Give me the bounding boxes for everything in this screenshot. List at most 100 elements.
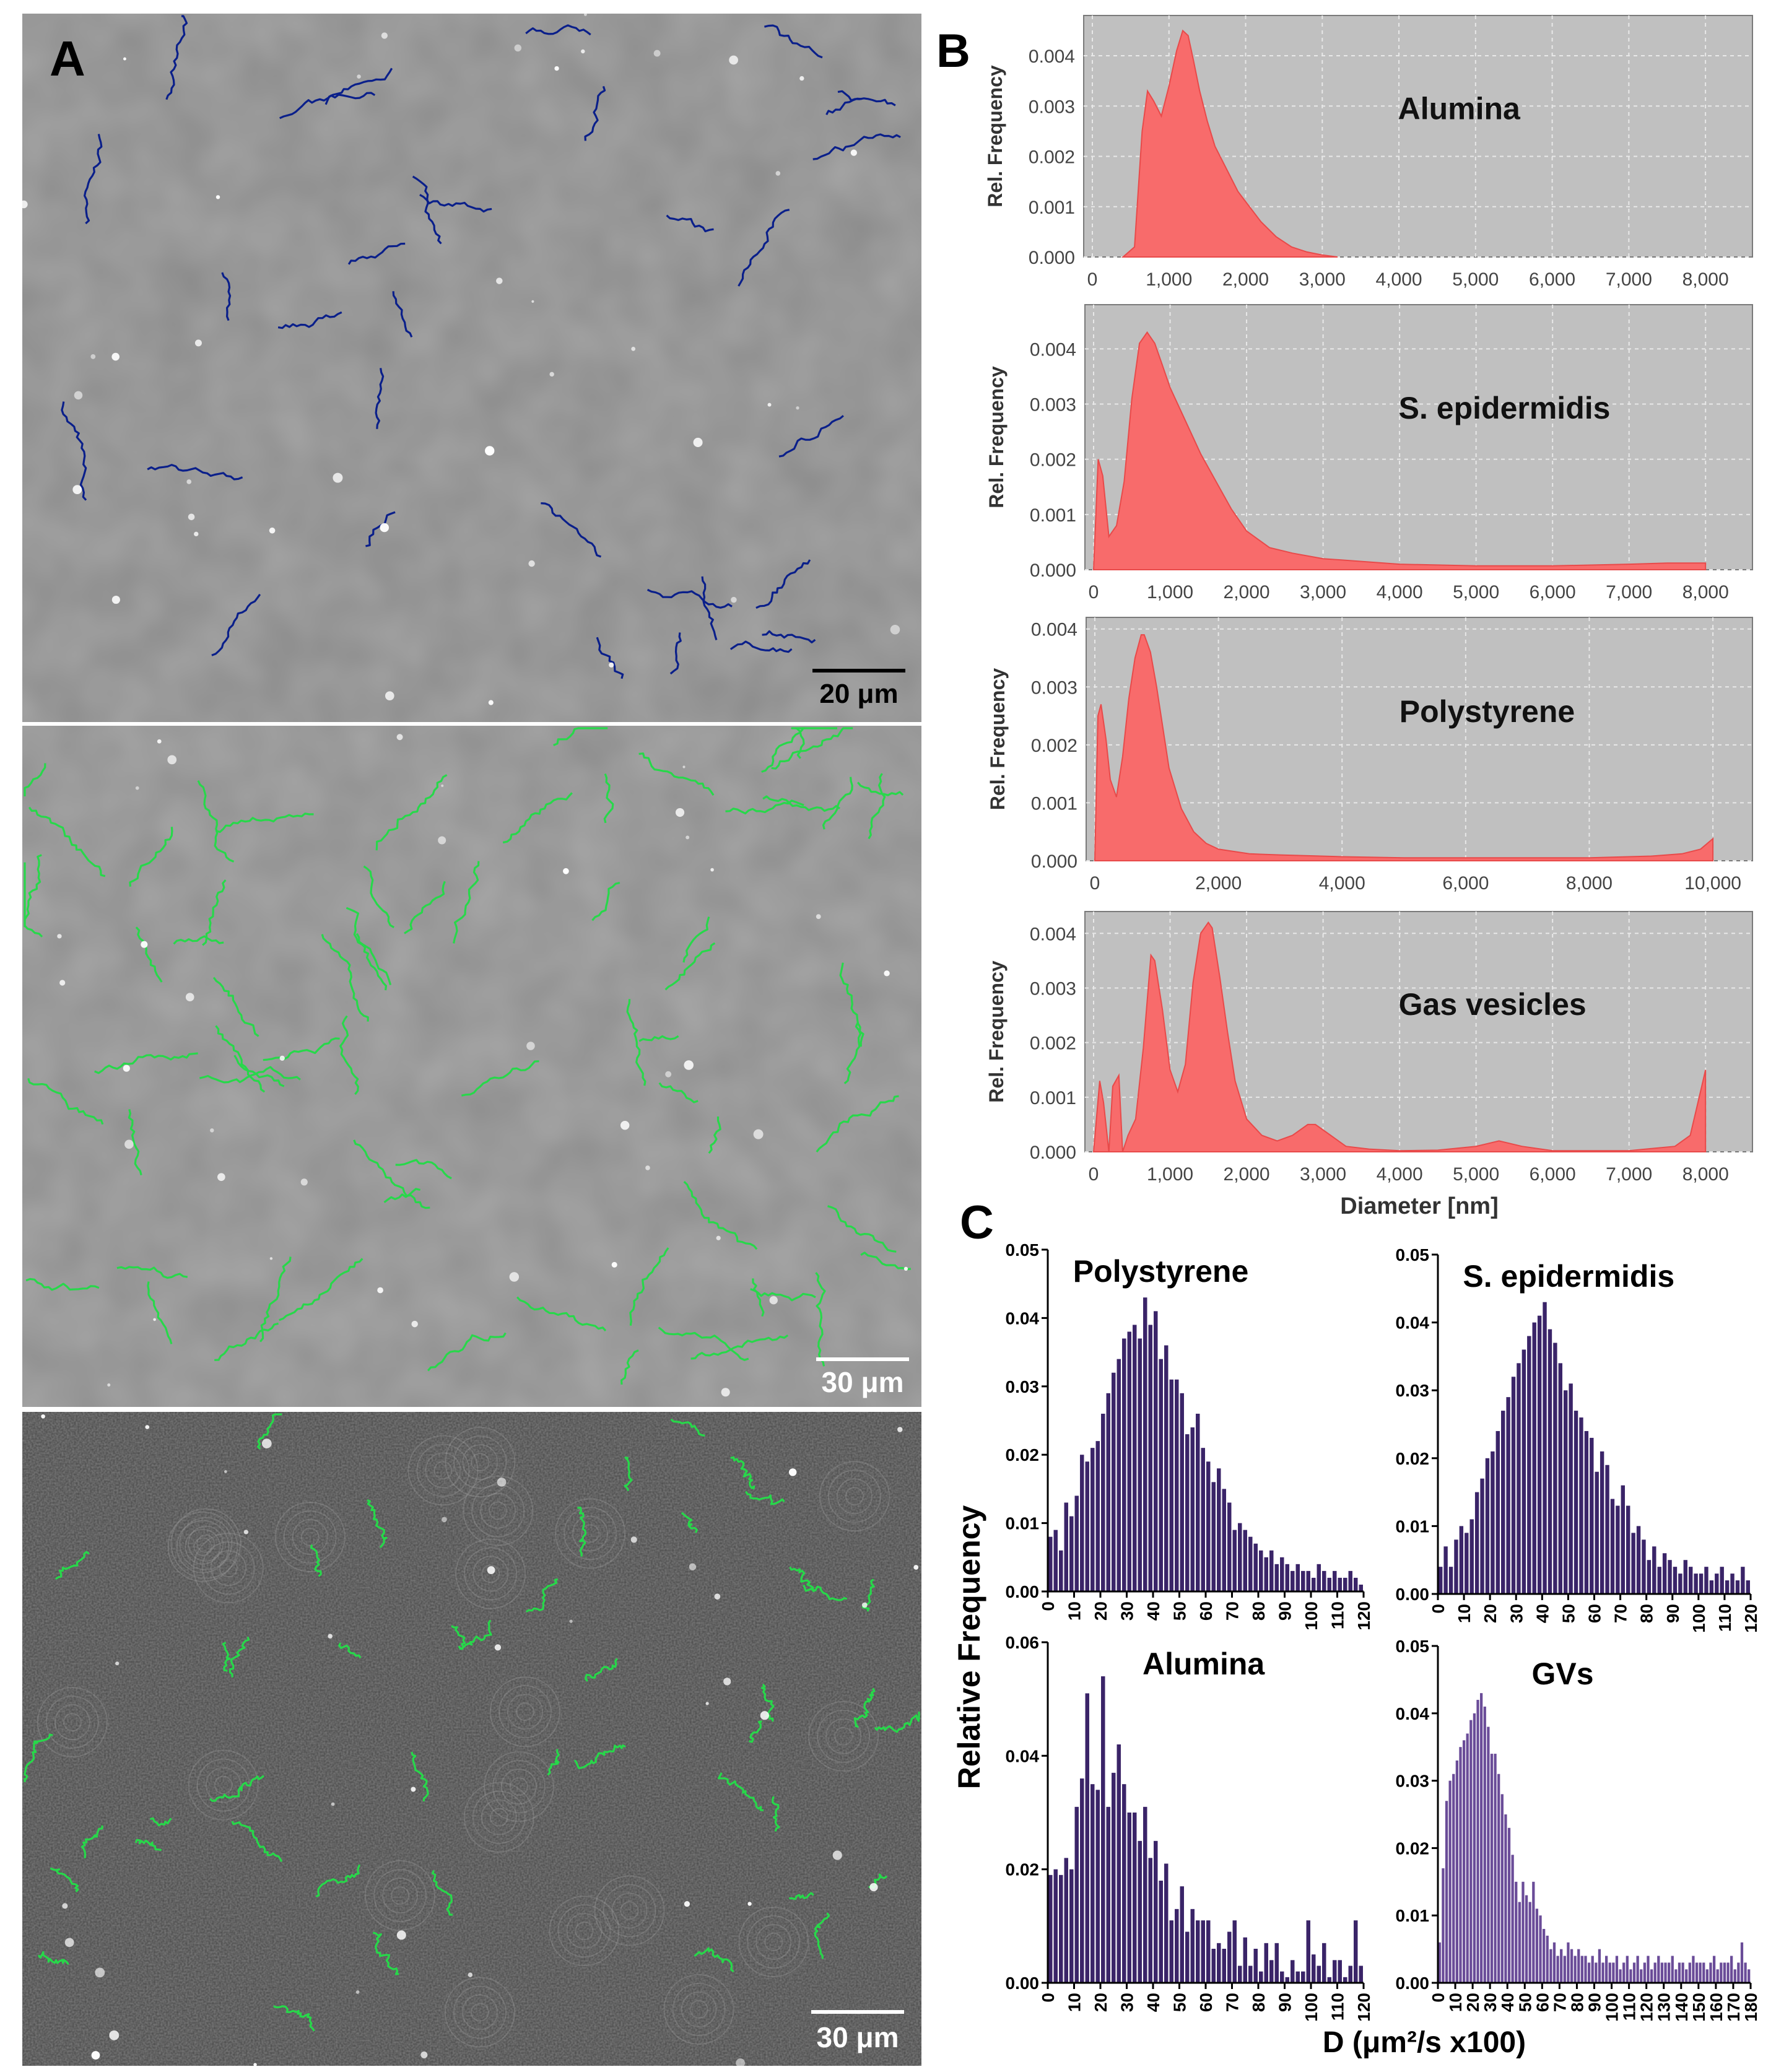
particle-track [27,1077,104,1125]
histogram-bar [1657,1956,1660,1983]
histogram-bar [1059,1874,1063,1983]
micrograph-1-tracks [61,15,901,679]
diffraction-ring [54,1704,90,1741]
particle-track [338,1642,362,1659]
x-tick-label: 5,000 [1453,1164,1499,1185]
particle-track [669,632,682,675]
histogram-bar [1579,1417,1583,1594]
bright-particle [210,1128,214,1133]
bright-particle [411,1787,416,1792]
histogram-bar [1500,1794,1504,1983]
y-tick-label: 0.02 [1396,1839,1430,1858]
x-tick-label: 0 [1090,873,1100,894]
histogram-bar [1532,1322,1536,1594]
scale-bar-1 [812,669,905,673]
histogram-bar [1694,1574,1698,1594]
histogram-bar [1556,1956,1559,1983]
particle-track [165,15,188,100]
histogram-bar [1549,1949,1552,1983]
particle-track [638,1035,679,1042]
x-tick-label: 8,000 [1682,582,1729,603]
histogram-bar [1709,1962,1712,1983]
chart-title: Alumina [1143,1647,1265,1681]
bright-particle [630,1536,637,1543]
histogram-bar [1491,1451,1495,1594]
particle-track [229,1636,250,1678]
bright-particle [123,57,126,61]
histogram-bar [1632,1962,1636,1983]
x-tick-label: 70 [1223,1993,1242,2012]
particle-track [28,806,106,877]
histogram-bar [1438,1942,1441,1983]
bright-particle [124,1139,134,1149]
bright-particle [488,700,494,705]
y-tick-label: 0.00 [1006,1974,1040,1993]
histogram-bar [1448,1780,1452,1983]
x-tick-label: 50 [1559,1604,1578,1623]
diffraction-ring [300,1528,320,1547]
histogram-bar [1206,1461,1211,1591]
particle-track [128,1109,142,1175]
x-tick-label: 110 [1715,1604,1735,1632]
histogram-bar [1608,1962,1611,1983]
panel-a: 20 μm A 30 μm 30 μm [20,13,921,2068]
particle-track [324,67,393,105]
panel-c-ylabel: Relative Frequency [952,1505,986,1790]
histogram-bar [1274,1943,1279,1983]
plot-area [1086,617,1753,861]
histogram-bar [1636,1956,1639,1983]
particle-track [257,1413,283,1450]
histogram-bar [1595,1962,1598,1983]
histogram-bar [1622,1962,1626,1983]
particle-track [725,799,804,815]
histogram-bar [1621,1485,1625,1594]
histogram-bar [1705,1969,1709,1983]
particle-track [502,792,573,844]
y-tick-label: 0.02 [1006,1860,1040,1879]
histogram-bar [1217,1943,1221,1983]
particle-track [419,194,492,213]
particle-track [837,90,896,107]
diffraction-ring [564,1507,617,1561]
histogram-bar [1730,1574,1735,1594]
x-tick-label: 40 [1144,1993,1163,2012]
particle-track [458,1619,492,1650]
histogram-bar [1117,1744,1121,1983]
particle-track [638,752,715,796]
diffraction-ring [45,1695,99,1749]
y-axis-label: Rel. Frequency [985,366,1008,508]
histogram-bar [1222,1489,1226,1591]
histogram-bar [1069,1869,1074,1983]
bright-particle [729,55,738,65]
histogram-bar [1101,1413,1105,1591]
bright-particle [72,485,82,495]
histogram-bar [1678,1962,1681,1983]
bright-particle [396,734,403,741]
x-tick-label: 10 [1455,1604,1474,1623]
histogram-bar [1095,1790,1100,1983]
micrograph-1-texture [22,14,921,722]
histogram-bar [1201,1448,1205,1591]
histogram-bar [1563,1956,1566,1983]
histogram-bar [1069,1516,1074,1591]
diffraction-ring [463,1782,534,1853]
bright-particle [747,1902,752,1906]
histogram-bar [1101,1676,1105,1983]
bright-particle [716,1235,721,1240]
particle-track [626,999,646,1086]
y-tick-label: 0.06 [1006,1633,1040,1652]
particle-track [853,1687,876,1728]
x-tick-label: 3,000 [1299,269,1346,290]
histogram-bar [1631,1533,1635,1594]
particle-track [427,1332,507,1372]
diffraction-ring [391,1886,410,1905]
bright-particle [665,1071,672,1077]
histogram-bar [1735,1580,1740,1594]
x-tick-label: 90 [1585,1993,1604,2012]
histogram-bar [1359,1584,1363,1591]
histogram-bar [1629,1969,1632,1983]
y-tick-label: 0.000 [1031,851,1077,872]
histogram-bar [1612,1962,1615,1983]
particle-track [147,464,243,481]
particle-track [857,781,904,796]
